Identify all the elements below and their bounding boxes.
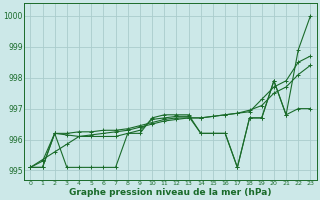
X-axis label: Graphe pression niveau de la mer (hPa): Graphe pression niveau de la mer (hPa) <box>69 188 272 197</box>
